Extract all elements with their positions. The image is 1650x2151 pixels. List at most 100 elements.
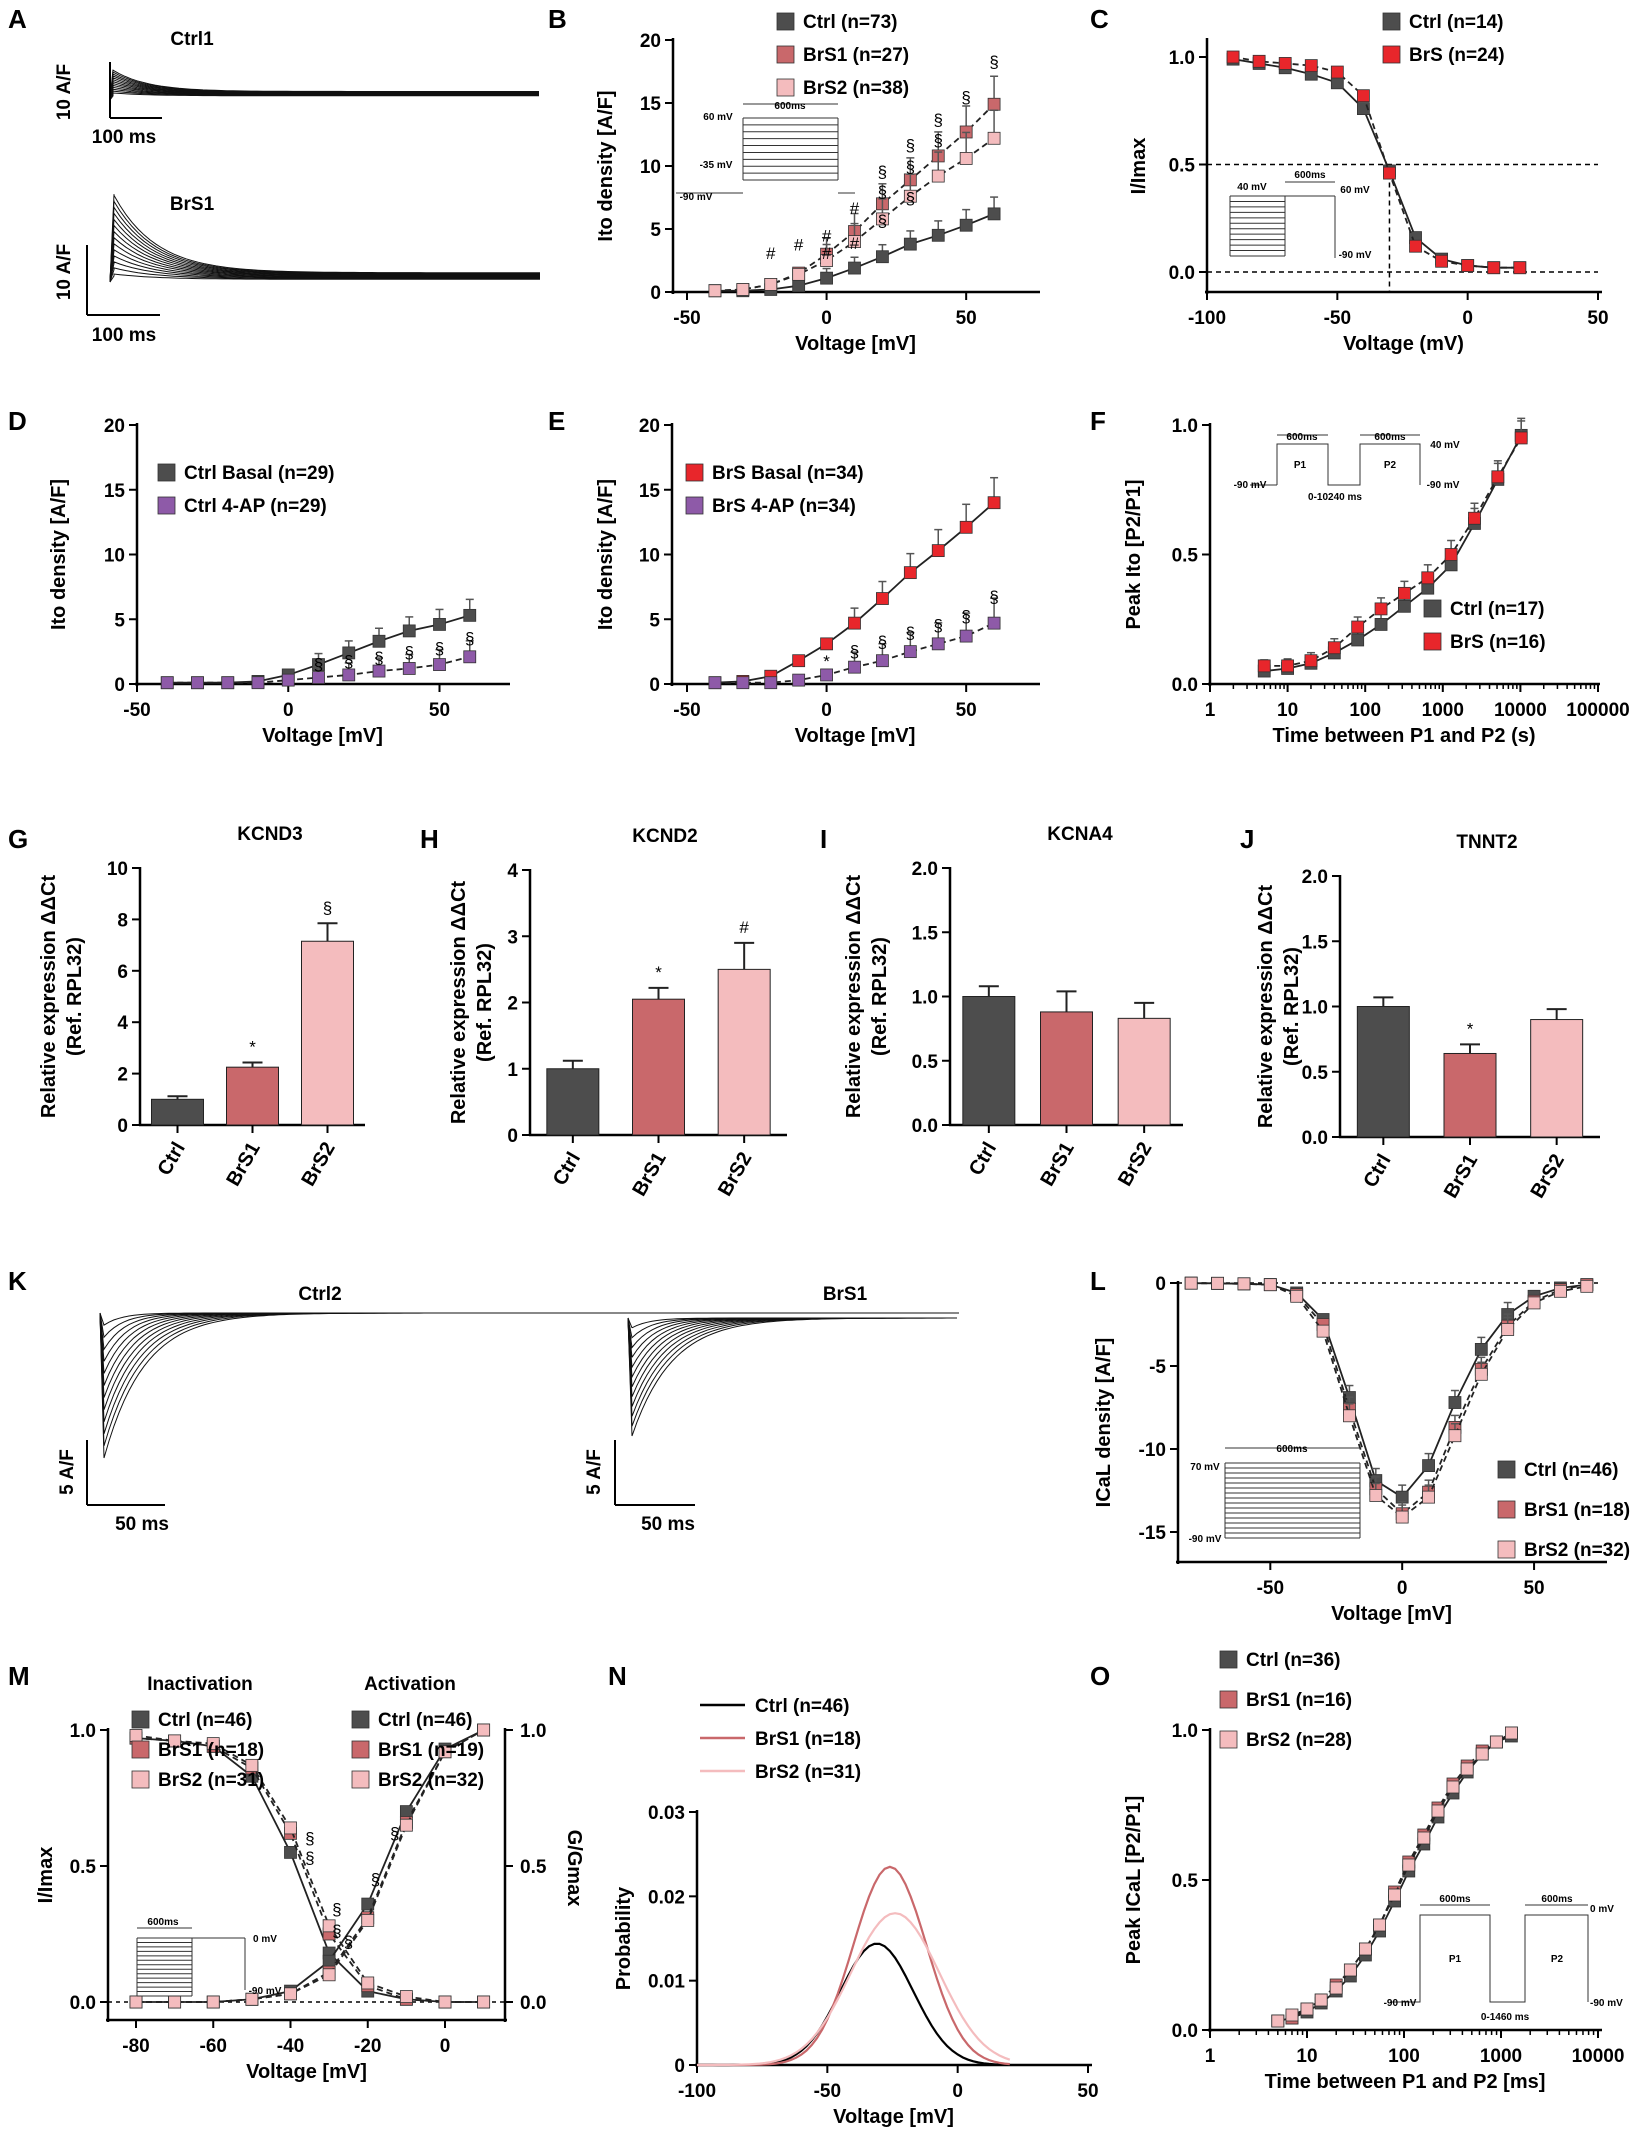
data-point <box>820 668 833 682</box>
data-point <box>1374 602 1388 616</box>
y-tick-label-right: 0.0 <box>520 1993 546 2014</box>
x-axis-label: Voltage [mV] <box>262 725 383 747</box>
significance-mark: § <box>934 616 943 635</box>
significance-mark: # <box>794 235 804 254</box>
x-tick-label: BrS2 <box>1527 1151 1569 1202</box>
data-point <box>764 676 778 690</box>
legend-swatch <box>351 1710 370 1729</box>
bar-brs2 <box>1530 1019 1584 1138</box>
protocol-label: 600ms <box>147 1917 179 1928</box>
data-point <box>848 616 861 630</box>
series-line <box>1191 1282 1587 1519</box>
x-tick-label: 50 <box>956 700 977 721</box>
legend-label: BrS2 (n=28) <box>1246 1730 1352 1751</box>
y-tick-label: 0.5 <box>1302 1063 1329 1084</box>
series-line <box>136 1729 485 2003</box>
y-tick-label: 10 <box>640 157 661 178</box>
y-axis-label-line: Relative expression ΔΔCt <box>448 881 470 1125</box>
y-tick-label: 20 <box>104 416 125 437</box>
scale-label-x: 100 ms <box>92 127 156 148</box>
y-axis-label: I/Imax <box>1128 138 1150 195</box>
bar-brs1 <box>1443 1052 1497 1138</box>
legend-label: Ctrl (n=73) <box>803 12 898 33</box>
data-point <box>1448 1429 1462 1443</box>
y-axis-label: I/Imax <box>35 1847 57 1904</box>
legend-swatch <box>131 1770 150 1789</box>
data-point <box>1290 1289 1304 1303</box>
y-tick-label: 0.0 <box>70 1993 96 2014</box>
panel-letter-h: H <box>420 824 439 854</box>
data-point <box>931 637 945 651</box>
data-point <box>1417 1831 1431 1845</box>
data-point <box>959 520 973 534</box>
data-point <box>1474 1367 1488 1381</box>
x-axis-label: Voltage [mV] <box>833 2106 954 2128</box>
protocol-label: 0-1460 ms <box>1481 2012 1530 2023</box>
significance-mark: # <box>822 227 832 246</box>
significance-mark: § <box>989 587 998 606</box>
data-point <box>372 634 386 648</box>
legend-label: BrS2 (n=31) <box>755 1762 861 1783</box>
y-axis-label: Relative expression ΔΔCt (Ref. RPL32) <box>1255 885 1303 1129</box>
x-tick-label: -40 <box>277 2036 304 2057</box>
y-axis-label: Relative expression ΔΔCt (Ref. RPL32) <box>38 875 86 1119</box>
data-point <box>160 676 174 690</box>
series-line <box>135 1737 484 2003</box>
legend-label: BrS (n=16) <box>1450 632 1546 653</box>
panel-letter-c: C <box>1090 4 1109 34</box>
x-tick-label: -50 <box>814 2081 841 2102</box>
y-axis-label: Peak Ito [P2/P1] <box>1123 479 1145 629</box>
y-tick-label: -10 <box>1139 1440 1166 1461</box>
data-point <box>221 676 235 690</box>
panel-a: Ctrl1 BrS1 10 A/F 100 ms 10 A/F 100 ms <box>54 29 540 346</box>
current-trace <box>99 1312 959 1386</box>
data-point <box>876 592 889 605</box>
data-point <box>736 283 750 296</box>
bar-brs1 <box>632 998 685 1136</box>
y-tick-label: 10 <box>104 546 125 567</box>
y-axis-label: ICaL density [A/F] <box>1093 1338 1115 1508</box>
data-point <box>708 284 722 298</box>
data-point <box>1388 1888 1401 1902</box>
series-line <box>1232 56 1520 269</box>
x-tick-label: 1000 <box>1480 2046 1522 2067</box>
panel-letter-m: M <box>8 1661 30 1691</box>
x-axis-label: Voltage [mV] <box>246 2061 367 2083</box>
current-trace <box>99 1312 959 1447</box>
data-point <box>1304 59 1318 72</box>
data-point <box>736 676 750 690</box>
legend-label: Ctrl 4-AP (n=29) <box>184 496 327 517</box>
data-point <box>251 676 265 690</box>
x-tick-label: 50 <box>429 700 450 721</box>
data-point <box>284 1821 297 1835</box>
y-axis-label-right: G/Gmax <box>563 1830 585 1907</box>
significance-mark: § <box>332 1900 341 1919</box>
legend-label: Ctrl (n=14) <box>1409 12 1504 33</box>
y-tick-label: 15 <box>640 94 662 115</box>
y-tick-label: 4 <box>507 861 518 882</box>
legend-swatch <box>1497 1460 1516 1479</box>
significance-mark: # <box>850 199 860 218</box>
x-tick-label: Ctrl <box>154 1139 190 1180</box>
y-tick-label: 0 <box>650 283 661 304</box>
y-axis-label-line: Relative expression ΔΔCt <box>843 875 865 1119</box>
significance-mark: § <box>344 652 353 671</box>
data-point <box>284 1987 297 2001</box>
x-tick-label: 100000 <box>1566 700 1629 721</box>
current-trace <box>99 1312 959 1374</box>
y-tick-label-right: 1.0 <box>520 1721 546 1742</box>
y-tick-label: 1.0 <box>1172 416 1198 437</box>
data-point <box>206 1737 220 1750</box>
data-point <box>903 566 917 580</box>
bar-ctrl <box>151 1098 204 1126</box>
data-point <box>1330 65 1344 79</box>
y-tick-label: 1 <box>507 1060 518 1081</box>
x-axis-label: Time between P1 and P2 [ms] <box>1265 2071 1546 2093</box>
bar-brs2 <box>301 940 354 1126</box>
data-point <box>1504 1726 1518 1740</box>
current-trace <box>627 1317 957 1339</box>
legend-swatch <box>131 1740 150 1759</box>
x-tick-label: 10 <box>1296 2046 1317 2067</box>
legend-swatch <box>1382 12 1401 31</box>
